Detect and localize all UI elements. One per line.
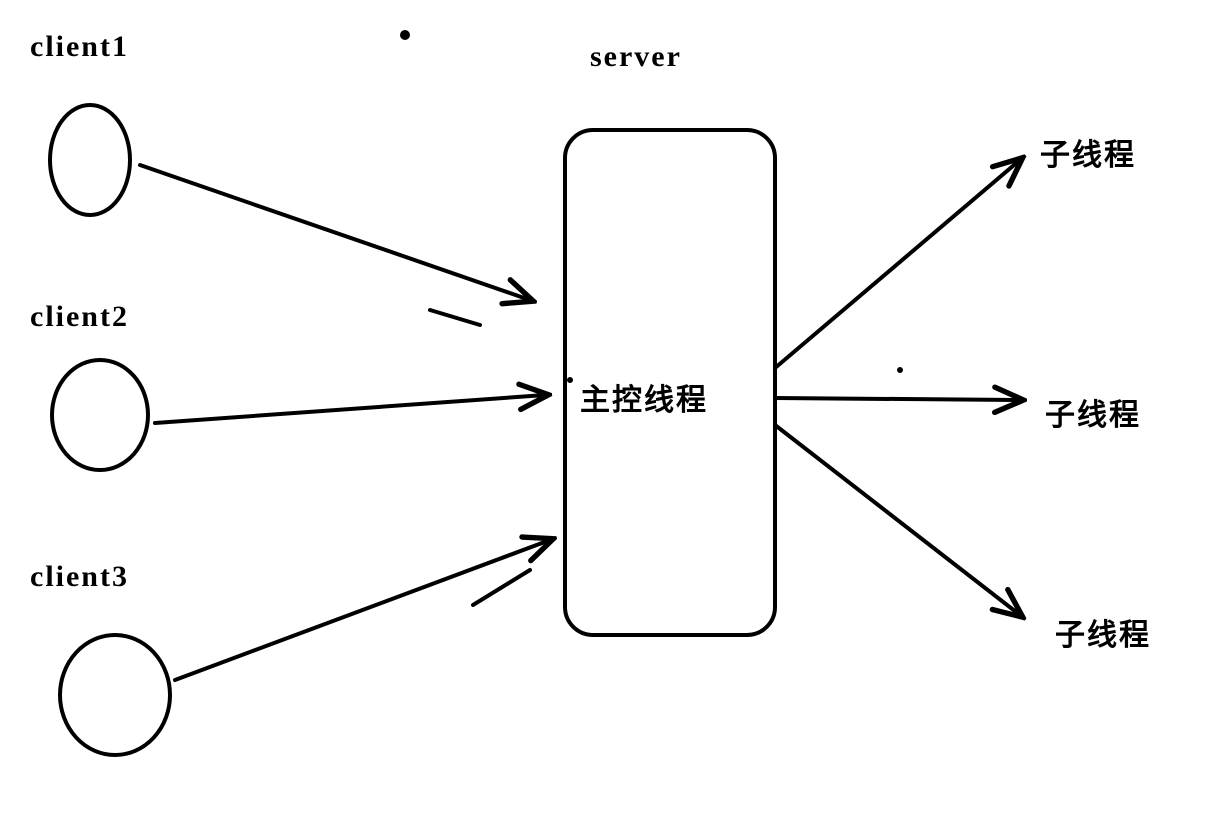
child-thread-2-label: 子线程 bbox=[1045, 390, 1141, 434]
child-thread-1-label: 子线程 bbox=[1040, 130, 1136, 174]
client2-label: client2 bbox=[30, 300, 129, 334]
client1-label: client1 bbox=[30, 30, 129, 64]
child-thread-3-label: 子线程 bbox=[1055, 610, 1151, 654]
main-thread-label: 主控线程 bbox=[580, 375, 708, 419]
client3-label: client3 bbox=[30, 560, 129, 594]
server-label: server bbox=[590, 40, 682, 74]
